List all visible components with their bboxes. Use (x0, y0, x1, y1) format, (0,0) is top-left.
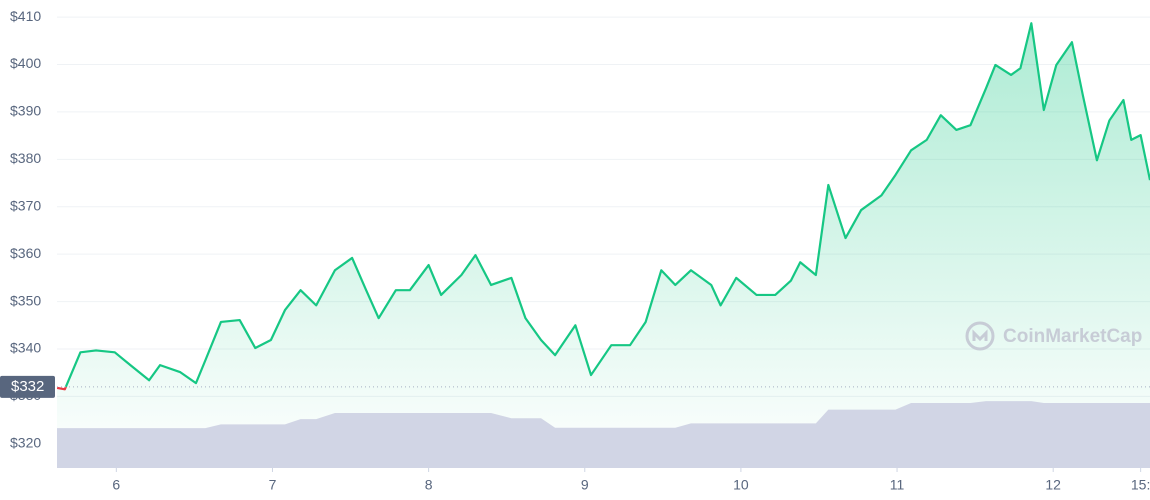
price-area (57, 23, 1150, 468)
y-tick-label: $340 (10, 340, 41, 356)
y-tick-label: $410 (10, 8, 41, 24)
y-tick-label: $350 (10, 292, 41, 308)
plot (57, 22, 1150, 468)
x-tick-label: 8 (425, 477, 433, 493)
x-tick-label: 11 (890, 477, 905, 493)
x-tick-label: 15: (1131, 477, 1150, 493)
x-tick-label: 12 (1045, 477, 1061, 493)
reference-badge (0, 375, 55, 398)
y-tick-label: $400 (10, 55, 41, 71)
y-tick-label: $370 (10, 197, 41, 213)
watermark: CoinMarketCap (1003, 326, 1142, 347)
reference-label: $332 (11, 378, 44, 395)
y-tick-label: $380 (10, 150, 41, 166)
x-tick-label: 10 (733, 477, 749, 493)
watermark-logo (965, 321, 995, 351)
x-tick-label: 6 (112, 477, 120, 493)
x-tick-label: 9 (581, 477, 589, 493)
y-tick-label: $360 (10, 245, 41, 261)
volume-area (57, 401, 1150, 468)
x-tick-label: 7 (269, 477, 277, 493)
price-line (57, 22, 1150, 391)
labels: $320$330$340$350$360$370$380$390$400$410… (0, 8, 1150, 493)
y-tick-label: $320 (10, 435, 41, 451)
y-tick-label: $390 (10, 103, 41, 119)
